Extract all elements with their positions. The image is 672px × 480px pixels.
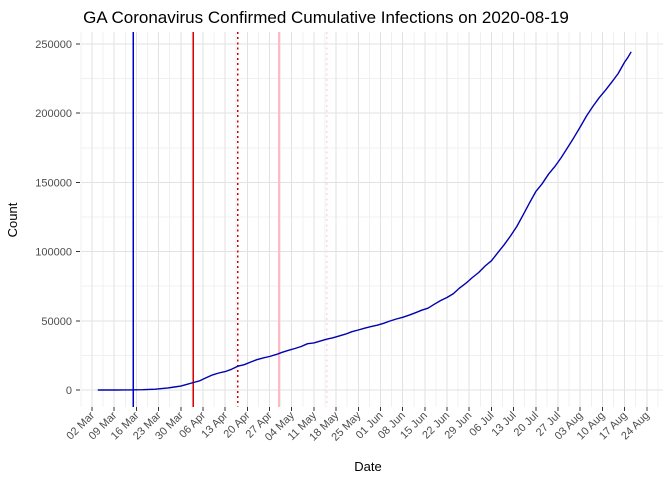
event-reference-lines [132, 32, 328, 407]
y-axis-tick-labels: 0 50000 100000 150000 200000 250000 [35, 39, 72, 397]
axis-tick-marks [76, 43, 648, 411]
cumulative-infections-curve [97, 51, 632, 391]
gridlines-major [81, 32, 663, 407]
chart-title: GA Coronavirus Confirmed Cumulative Infe… [83, 8, 569, 27]
y-axis-title: Count [5, 202, 20, 237]
y-tick-label: 250000 [35, 39, 72, 51]
y-tick-label: 0 [66, 385, 72, 397]
x-tick-label: 20 Jul [512, 410, 541, 439]
x-axis-title: Date [354, 459, 381, 474]
x-tick-label: 13 Jul [489, 410, 518, 439]
y-tick-label: 200000 [35, 108, 72, 120]
gridlines-minor [80, 32, 663, 407]
y-tick-label: 150000 [35, 177, 72, 189]
y-tick-label: 50000 [41, 316, 72, 328]
x-tick-label: 06 Jul [467, 410, 496, 439]
infections-line [97, 51, 632, 391]
y-tick-label: 100000 [35, 247, 72, 259]
